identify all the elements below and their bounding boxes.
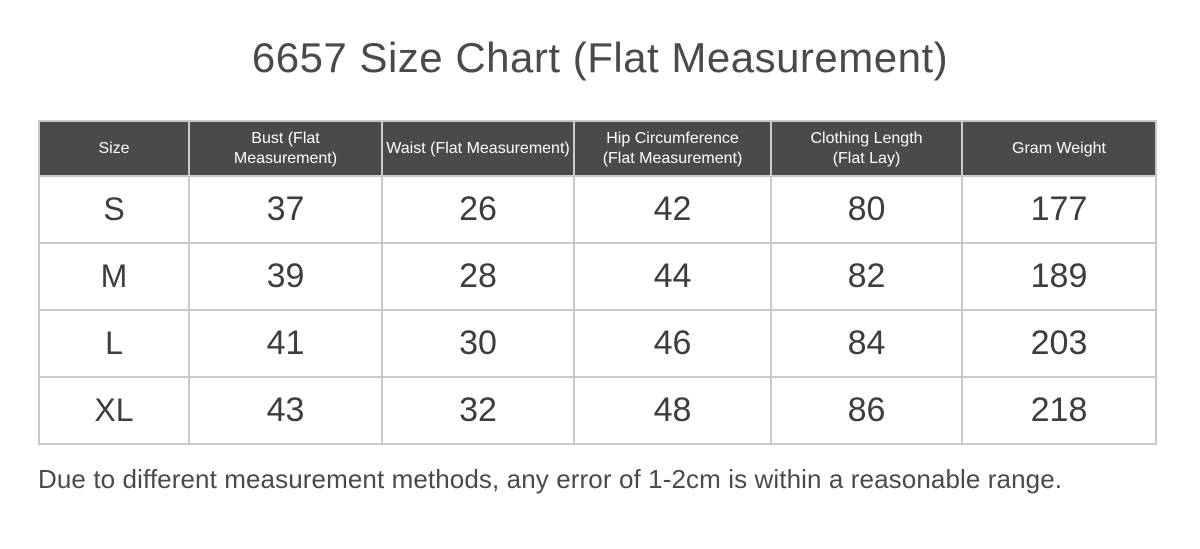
cell-size-xl: XL [38, 376, 190, 445]
cell-length-l: 84 [770, 309, 963, 378]
cell-waist-xl: 32 [381, 376, 575, 445]
table-row-l: L 41 30 46 84 203 [38, 309, 1157, 378]
column-header-waist: Waist (Flat Measurement) [381, 120, 575, 177]
cell-bust-xl: 43 [188, 376, 383, 445]
cell-bust-l: 41 [188, 309, 383, 378]
cell-bust-m: 39 [188, 242, 383, 311]
table-row-m: M 39 28 44 82 189 [38, 242, 1157, 311]
column-header-bust: Bust (Flat Measurement) [188, 120, 383, 177]
column-header-size: Size [38, 120, 190, 177]
cell-waist-s: 26 [381, 175, 575, 244]
cell-length-xl: 86 [770, 376, 963, 445]
cell-hip-xl: 48 [573, 376, 772, 445]
cell-size-l: L [38, 309, 190, 378]
cell-hip-m: 44 [573, 242, 772, 311]
size-chart-table: Size Bust (Flat Measurement) Waist (Flat… [38, 120, 1157, 445]
header-row: Size Bust (Flat Measurement) Waist (Flat… [38, 120, 1157, 177]
cell-bust-s: 37 [188, 175, 383, 244]
page-title: 6657 Size Chart (Flat Measurement) [251, 34, 949, 81]
cell-waist-m: 28 [381, 242, 575, 311]
cell-length-m: 82 [770, 242, 963, 311]
cell-size-s: S [38, 175, 190, 244]
cell-weight-m: 189 [961, 242, 1157, 311]
cell-weight-l: 203 [961, 309, 1157, 378]
cell-size-m: M [38, 242, 190, 311]
table-row-xl: XL 43 32 48 86 218 [38, 376, 1157, 445]
cell-hip-s: 42 [573, 175, 772, 244]
table-row-s: S 37 26 42 80 177 [38, 175, 1157, 244]
cell-waist-l: 30 [381, 309, 575, 378]
cell-hip-l: 46 [573, 309, 772, 378]
cell-weight-s: 177 [961, 175, 1157, 244]
column-header-gram-weight: Gram Weight [961, 120, 1157, 177]
column-header-clothing-length: Clothing Length (Flat Lay) [770, 120, 963, 177]
cell-weight-xl: 218 [961, 376, 1157, 445]
column-header-hip: Hip Circumference (Flat Measurement) [573, 120, 772, 177]
cell-length-s: 80 [770, 175, 963, 244]
measurement-disclaimer: Due to different measurement methods, an… [38, 464, 1063, 494]
